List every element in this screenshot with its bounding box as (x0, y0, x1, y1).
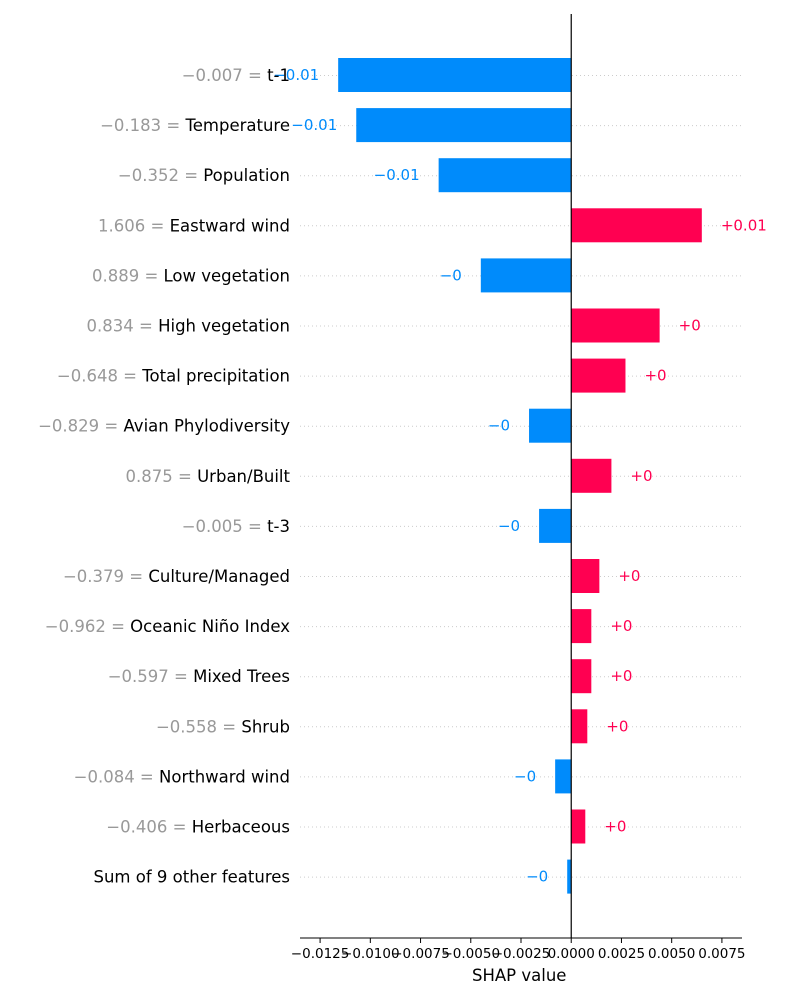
feature-label: −0.829 = Avian Phylodiversity (38, 417, 290, 436)
feature-name: Temperature (184, 116, 290, 135)
feature-label: −0.005 = t-3 (182, 517, 290, 536)
feature-value: 0.834 = (87, 317, 159, 336)
feature-name: Northward wind (159, 767, 290, 786)
feature-value: −0.183 = (100, 116, 185, 135)
x-tick-label: 0.0025 (598, 946, 645, 962)
x-tick-label: −0.0025 (492, 946, 551, 962)
bar-value-label: −0.01 (273, 66, 319, 84)
bar-value-label: −0.01 (374, 166, 420, 184)
shap-bar (529, 408, 572, 443)
feature-name: High vegetation (158, 317, 290, 336)
feature-label: −0.648 = Total precipitation (57, 367, 290, 386)
feature-name: Population (203, 166, 290, 185)
shap-bar (571, 709, 588, 744)
feature-value: −0.007 = (182, 66, 267, 85)
feature-value: 0.875 = (126, 467, 198, 486)
x-tick-label: 0.0000 (548, 946, 595, 962)
feature-value: −0.558 = (156, 717, 241, 736)
x-tick-label: −0.0050 (441, 946, 500, 962)
feature-label: −0.352 = Population (118, 166, 290, 185)
bar-value-label: +0 (630, 467, 652, 485)
feature-value: −0.648 = (57, 367, 142, 386)
feature-name: Mixed Trees (193, 667, 290, 686)
shap-bar (555, 759, 572, 794)
shap-bar (571, 659, 592, 694)
bar-value-label: +0.01 (721, 216, 767, 234)
feature-label: 0.889 = Low vegetation (92, 266, 290, 285)
feature-value: −0.352 = (118, 166, 203, 185)
feature-name: Oceanic Niño Index (130, 617, 290, 636)
bar-value-label: +0 (610, 617, 632, 635)
x-tick-label: −0.0075 (391, 946, 450, 962)
feature-label: 0.875 = Urban/Built (126, 467, 291, 486)
shap-bar (571, 358, 626, 393)
feature-value: −0.379 = (63, 567, 148, 586)
shap-bar (571, 809, 586, 844)
feature-value: 1.606 = (98, 216, 170, 235)
bar-value-label: −0 (488, 417, 510, 435)
feature-label: −0.597 = Mixed Trees (108, 667, 290, 686)
bar-value-label: +0 (679, 317, 701, 335)
feature-value: −0.597 = (108, 667, 193, 686)
shap-bar (338, 58, 572, 92)
feature-name: Culture/Managed (148, 567, 290, 586)
bar-value-label: +0 (604, 818, 626, 836)
shap-bar (571, 308, 660, 343)
feature-label: 1.606 = Eastward wind (98, 216, 290, 235)
feature-label: −0.558 = Shrub (156, 717, 290, 736)
x-tick-label: −0.0125 (291, 946, 350, 962)
feature-label: −0.084 = Northward wind (74, 767, 290, 786)
x-axis-label: SHAP value (472, 966, 566, 985)
feature-name: t-1 (267, 66, 290, 85)
feature-label: −0.183 = Temperature (100, 116, 290, 135)
bar-value-label: −0.01 (291, 116, 337, 134)
bar-value-label: −0 (498, 517, 520, 535)
feature-value: −0.829 = (38, 417, 123, 436)
bar-value-label: −0 (440, 266, 462, 284)
bar-value-label: −0 (526, 868, 548, 886)
feature-value: 0.889 = (92, 266, 164, 285)
bar-value-label: +0 (644, 367, 666, 385)
feature-label: −0.379 = Culture/Managed (63, 567, 290, 586)
feature-name: Shrub (241, 717, 290, 736)
bar-value-label: +0 (618, 567, 640, 585)
feature-value: −0.962 = (45, 617, 130, 636)
x-tick-label: 0.0075 (698, 946, 745, 962)
shap-bar (571, 458, 612, 493)
feature-label: 0.834 = High vegetation (87, 317, 290, 336)
shap-bar (571, 609, 592, 644)
feature-label: −0.962 = Oceanic Niño Index (45, 617, 290, 636)
shap-bar (571, 559, 600, 593)
x-tick-label: −0.0100 (341, 946, 400, 962)
feature-value: −0.005 = (182, 517, 267, 536)
feature-label: Sum of 9 other features (93, 868, 290, 887)
shap-bar (567, 859, 572, 894)
feature-name: Avian Phylodiversity (123, 417, 290, 436)
bar-value-label: −0 (514, 767, 536, 785)
feature-name: Sum of 9 other features (93, 868, 290, 887)
feature-name: Total precipitation (141, 367, 290, 386)
feature-value: −0.406 = (106, 818, 191, 837)
bar-value-label: +0 (610, 667, 632, 685)
feature-value: −0.084 = (74, 767, 159, 786)
bar-value-label: +0 (606, 717, 628, 735)
shap-bar (539, 508, 572, 543)
shap-bar (438, 158, 572, 193)
feature-name: Herbaceous (192, 818, 290, 837)
shap-bar (571, 208, 702, 243)
feature-name: t-3 (267, 517, 290, 536)
feature-name: Urban/Built (197, 467, 290, 486)
x-tick-label: 0.0050 (648, 946, 695, 962)
shap-bar (356, 108, 572, 143)
feature-name: Low vegetation (164, 266, 290, 285)
shap-bar (480, 258, 572, 293)
feature-name: Eastward wind (170, 216, 290, 235)
feature-label: −0.007 = t-1 (182, 66, 290, 85)
feature-label: −0.406 = Herbaceous (106, 818, 290, 837)
